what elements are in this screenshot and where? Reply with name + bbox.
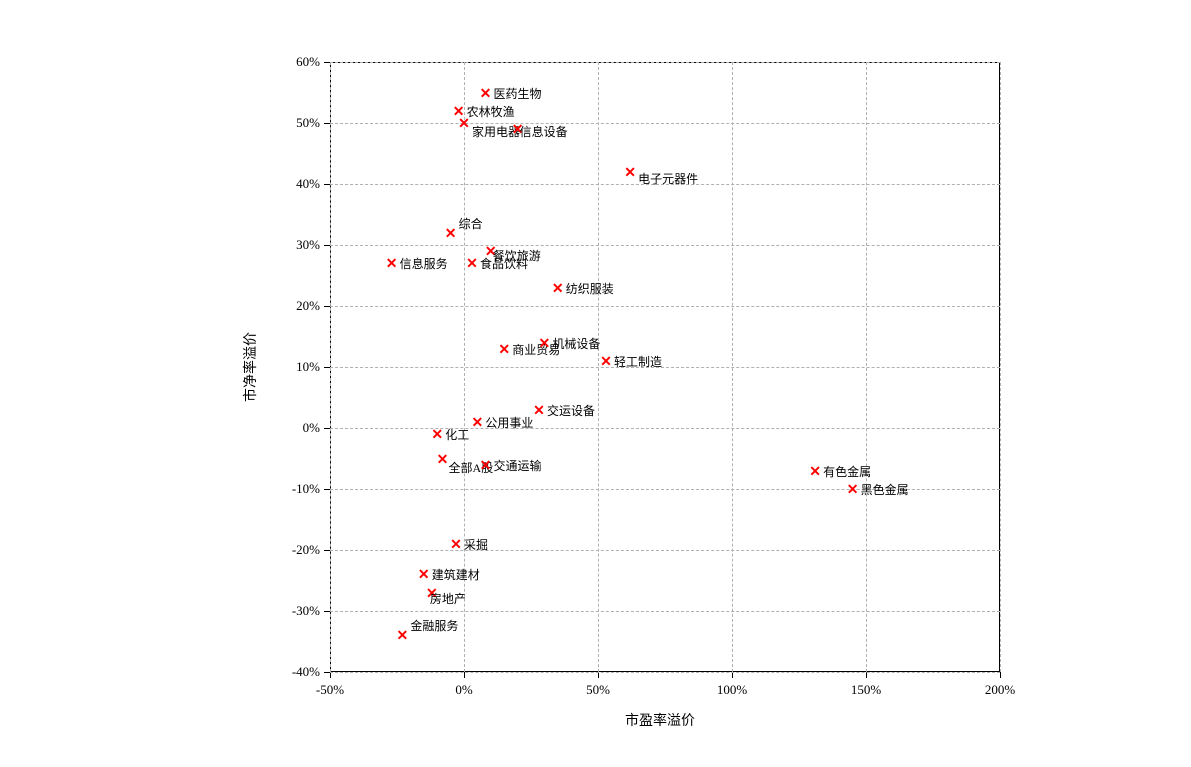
x-tick-label: -50% [316,682,344,698]
y-tick-mark [324,672,330,673]
grid-line-horizontal [330,306,1000,307]
grid-line-horizontal [330,367,1000,368]
y-tick-mark [324,367,330,368]
data-marker: ✕ [600,354,612,368]
data-marker: ✕ [533,403,545,417]
y-tick-label: -40% [270,664,320,680]
data-label: 轻工制造 [614,353,662,370]
x-tick-label: 100% [717,682,747,698]
data-marker: ✕ [480,86,492,100]
data-label: 黑色金属 [861,481,909,498]
y-tick-label: 60% [270,54,320,70]
data-marker: ✕ [809,464,821,478]
data-label: 公用事业 [485,414,533,431]
data-label: 机械设备 [552,335,600,352]
data-label: 化工 [445,426,469,443]
data-label: 电子元器件 [638,170,698,187]
data-marker: ✕ [552,281,564,295]
data-marker: ✕ [437,452,449,466]
y-tick-label: 0% [270,420,320,436]
y-tick-label: 20% [270,298,320,314]
data-marker: ✕ [458,116,470,130]
y-tick-label: -10% [270,481,320,497]
y-tick-label: 30% [270,237,320,253]
y-tick-label: 40% [270,176,320,192]
x-tick-label: 200% [985,682,1015,698]
data-marker: ✕ [539,336,551,350]
data-label: 金融服务 [410,617,458,634]
data-marker: ✕ [498,342,510,356]
y-tick-mark [324,611,330,612]
data-marker: ✕ [472,415,484,429]
data-marker: ✕ [445,226,457,240]
y-tick-mark [324,550,330,551]
x-tick-label: 0% [455,682,472,698]
x-axis-title: 市盈率溢价 [625,710,695,730]
data-label: 采掘 [464,536,488,553]
grid-line-vertical [1000,62,1001,672]
y-tick-label: 10% [270,359,320,375]
y-tick-label: -30% [270,603,320,619]
data-marker: ✕ [847,482,859,496]
y-tick-mark [324,245,330,246]
grid-line-horizontal [330,123,1000,124]
data-label: 农林牧渔 [467,103,515,120]
data-marker: ✕ [450,537,462,551]
data-label: 餐饮旅游 [493,247,541,264]
y-tick-mark [324,428,330,429]
data-label: 交运设备 [547,402,595,419]
grid-line-horizontal [330,245,1000,246]
y-tick-label: -20% [270,542,320,558]
data-label: 医药生物 [493,85,541,102]
data-marker: ✕ [466,256,478,270]
data-marker: ✕ [480,458,492,472]
y-tick-mark [324,306,330,307]
y-tick-mark [324,184,330,185]
grid-line-horizontal [330,611,1000,612]
data-marker: ✕ [624,165,636,179]
data-label: 综合 [459,215,483,232]
data-marker: ✕ [418,567,430,581]
y-tick-mark [324,489,330,490]
data-label: 纺织服装 [566,280,614,297]
data-marker: ✕ [396,628,408,642]
data-marker: ✕ [431,427,443,441]
y-tick-label: 50% [270,115,320,131]
grid-line-horizontal [330,672,1000,673]
y-tick-mark [324,123,330,124]
y-axis-title: 市净率溢价 [240,332,260,402]
data-label: 信息服务 [400,255,448,272]
grid-line-horizontal [330,62,1000,63]
data-marker: ✕ [386,256,398,270]
data-label: 信息设备 [520,123,568,140]
x-tick-label: 50% [586,682,610,698]
data-label: 交通运输 [493,457,541,474]
grid-line-horizontal [330,550,1000,551]
y-tick-mark [324,62,330,63]
data-label: 建筑建材 [432,566,480,583]
data-label: 有色金属 [823,463,871,480]
data-label: 房地产 [430,590,466,607]
x-tick-label: 150% [851,682,881,698]
